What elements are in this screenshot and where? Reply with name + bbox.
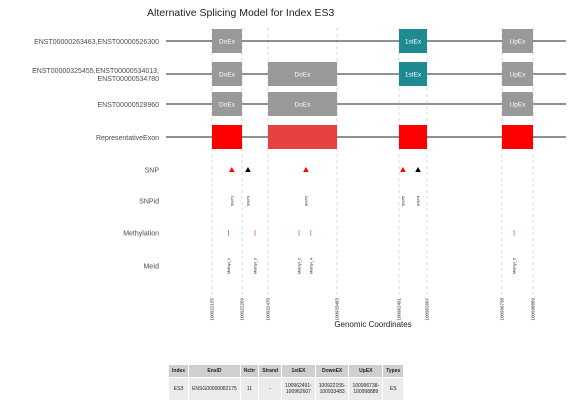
snpid-label: SNP2 xyxy=(303,195,308,206)
table-header-cell: EnsID xyxy=(188,364,241,378)
table-cell: 100962491- 100962607 xyxy=(281,377,316,401)
snpid-label: SNP5 xyxy=(400,195,405,206)
exon-label: DoEx xyxy=(219,72,236,79)
x-tick-label: 100998889 xyxy=(531,298,536,321)
exon-box xyxy=(212,29,242,53)
exon-box xyxy=(502,92,533,116)
table-header-cell: UpEX xyxy=(348,364,384,378)
chart-title: Alternative Splicing Model for Index ES3 xyxy=(147,7,335,19)
exon-box xyxy=(212,92,242,116)
meid-label: Methyl_2 xyxy=(297,257,302,274)
meid-label: Methyl_1 xyxy=(226,257,231,274)
table-header-cell: Index xyxy=(167,364,190,378)
exon-box xyxy=(268,92,337,116)
x-tick-label: 100922269 xyxy=(240,298,245,321)
snp-marker xyxy=(415,167,421,172)
table-header-cell: Nchr xyxy=(239,364,260,378)
x-tick-label: 100962491 xyxy=(397,298,402,321)
snpid-row-label: SNPid xyxy=(139,199,159,206)
table-cell: - xyxy=(258,377,283,401)
exon-label: DoEx xyxy=(219,102,236,109)
gridlines xyxy=(211,28,534,295)
exon-box xyxy=(399,62,427,86)
table-header-row: Index EnsID Nchr Strand 1stEX DownEX UpEX Types xyxy=(167,364,405,378)
exon-box xyxy=(399,29,427,53)
meid-label: Methyl_4 xyxy=(308,257,313,274)
meid-label: Methyl_5 xyxy=(512,257,517,274)
track-label: ENST00000528960 xyxy=(98,102,160,109)
snp-marker xyxy=(229,167,235,172)
exon-label: DoEx xyxy=(295,72,312,79)
exon-box xyxy=(212,125,242,149)
methylation-row: Methylation MeId Methyl_1 Methyl_3 Methyl_2 M… xyxy=(123,230,517,274)
exon-box xyxy=(502,29,533,53)
table-row: ES3 ENSG00000082175 11-100962491- 10096260… xyxy=(167,377,405,401)
snp-row-label: SNP xyxy=(145,168,160,175)
snp-marker xyxy=(245,167,251,172)
transcript-tracks: ENST00000263463,ENST00000526300 DoEx 1stEx… xyxy=(32,29,566,149)
x-tick-label: 100996738 xyxy=(500,298,505,321)
x-tick-label: 100922155 xyxy=(210,298,215,321)
table-header-cell: Types xyxy=(382,364,405,378)
meid-row-label: MeId xyxy=(143,264,159,271)
exon-label: 1stEx xyxy=(405,39,422,46)
exon-box xyxy=(268,62,337,86)
exon-label: UpEx xyxy=(510,39,527,46)
track-label: RepresentativeExon xyxy=(96,135,159,142)
exon-info-table: Index EnsID Nchr Strand 1stEX DownEX UpEX Types… xyxy=(167,364,405,401)
exon-label: 1stEx xyxy=(405,72,422,79)
x-tick-label: 100922470 xyxy=(266,298,271,321)
table-cell: 100922155- 100933483 xyxy=(314,377,350,401)
exon-label: DoEx xyxy=(295,102,312,109)
x-tick-label: 100933483 xyxy=(335,298,340,321)
splicing-chart: Alternative Splicing Model for Index ES3… xyxy=(32,7,566,329)
exon-box xyxy=(268,125,337,149)
snpid-label: SNP3 xyxy=(245,195,250,206)
table-body: ES3 ENSG00000082175 11-100962491- 10096260… xyxy=(167,377,405,401)
exon-box xyxy=(502,125,533,149)
x-axis-label: Genomic Coordinates xyxy=(334,320,411,329)
exon-box xyxy=(212,62,242,86)
table-cell: ES xyxy=(382,377,405,401)
table-cell: ES3 xyxy=(167,377,190,401)
exon-label: UpEx xyxy=(510,72,527,79)
exon-label: UpEx xyxy=(510,102,527,109)
track-label: ENST00000534780 xyxy=(98,76,160,83)
exon-box xyxy=(502,62,533,86)
exon-box xyxy=(399,125,427,149)
methylation-row-label: Methylation xyxy=(123,231,159,238)
table-header-cell: DownEX xyxy=(314,364,350,378)
snpid-label: SNP4 xyxy=(416,195,421,206)
snp-marker xyxy=(303,167,309,172)
table-cell: ENSG00000082175 xyxy=(188,377,241,401)
table-header-cell: Strand xyxy=(258,364,283,378)
snpid-label: SNP1 xyxy=(229,195,234,206)
track-label: ENST00000263463,ENST00000526300 xyxy=(34,39,159,46)
table-cell: 11 xyxy=(239,377,260,401)
table-header-cell: 1stEX xyxy=(281,364,316,378)
exon-label: DoEx xyxy=(219,39,236,46)
meid-label: Methyl_3 xyxy=(253,257,258,274)
table-cell: 100996738- 100998889 xyxy=(348,377,384,401)
track-label: ENST00000325455,ENST00000534013, xyxy=(32,68,159,75)
x-tick-label: 100962607 xyxy=(425,298,430,321)
snp-marker xyxy=(400,167,406,172)
x-axis-ticks: 100922155 100922269 100922470 100933483 1009… xyxy=(210,298,536,321)
snp-row: SNP SNPid SNP1 SNP3 SNP2 SNP5 SNP4 xyxy=(139,167,421,206)
